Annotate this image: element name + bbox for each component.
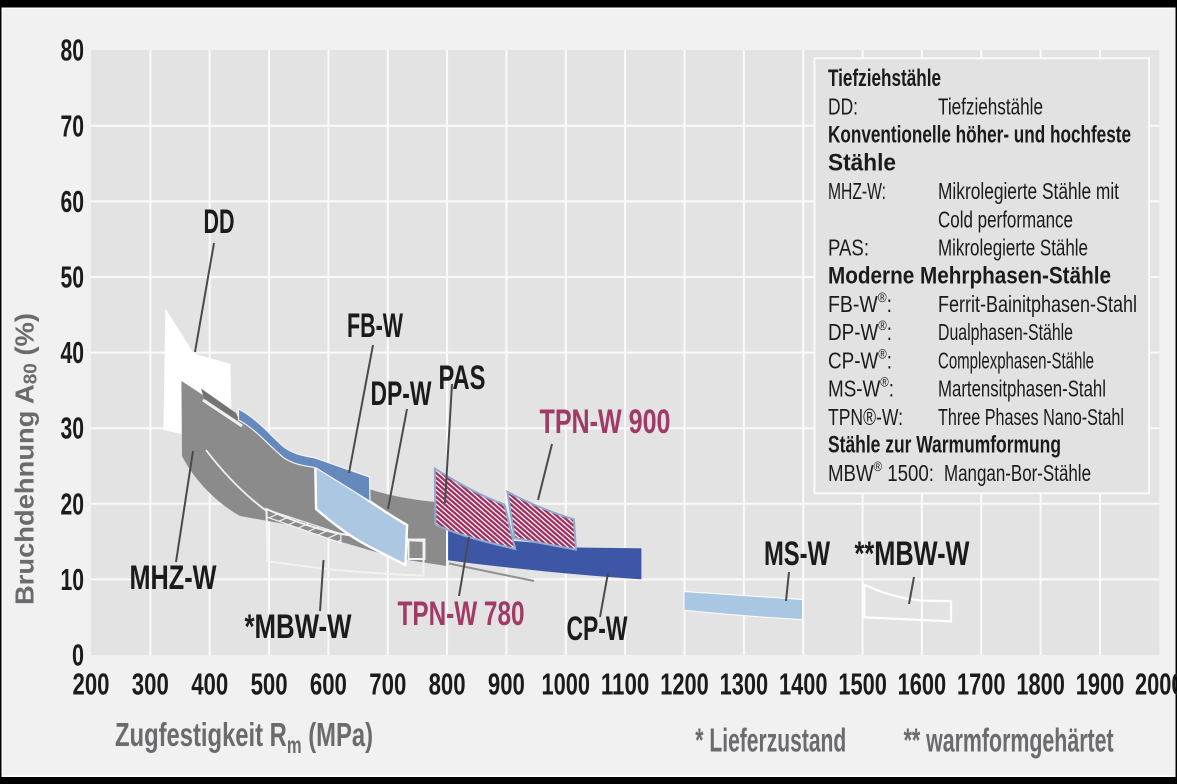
svg-text:TPN-W 900: TPN-W 900 — [540, 403, 671, 441]
svg-text:DD: DD — [204, 203, 235, 241]
svg-text:MBW® 1500:: MBW® 1500: — [828, 458, 934, 486]
svg-text:Cold performance: Cold performance — [938, 206, 1073, 232]
svg-text:FB-W: FB-W — [347, 307, 404, 345]
svg-text:1800: 1800 — [1016, 667, 1065, 702]
svg-text:MS-W: MS-W — [764, 535, 831, 573]
svg-text:40: 40 — [61, 335, 85, 370]
svg-text:Complexphasen-Stähle: Complexphasen-Stähle — [938, 347, 1094, 373]
svg-text:DP-W: DP-W — [371, 375, 433, 413]
svg-text:* Lieferzustand: * Lieferzustand — [695, 722, 846, 759]
svg-text:0: 0 — [72, 638, 84, 673]
svg-text:Tiefziehstähle: Tiefziehstähle — [938, 94, 1043, 120]
svg-text:*MBW-W: *MBW-W — [245, 608, 353, 646]
svg-text:600: 600 — [310, 667, 347, 702]
svg-text:Stähle: Stähle — [828, 150, 896, 177]
svg-text:Martensitphasen-Stahl: Martensitphasen-Stahl — [938, 376, 1106, 402]
svg-text:FB-W®:: FB-W®: — [828, 289, 892, 317]
svg-text:**MBW-W: **MBW-W — [855, 535, 971, 573]
svg-text:1900: 1900 — [1076, 667, 1125, 702]
svg-text:PAS:: PAS: — [828, 235, 869, 261]
svg-text:300: 300 — [132, 667, 169, 702]
svg-text:Stähle zur Warmumformung: Stähle zur Warmumformung — [828, 432, 1061, 459]
svg-text:Bruchdehnung A80 (%): Bruchdehnung A80 (%) — [10, 313, 41, 605]
svg-text:PAS: PAS — [439, 359, 486, 397]
svg-text:400: 400 — [191, 667, 228, 702]
svg-text:1700: 1700 — [957, 667, 1006, 702]
svg-text:TPN-W 780: TPN-W 780 — [398, 595, 525, 633]
svg-text:60: 60 — [61, 184, 85, 219]
svg-text:Ferrit-Bainitphasen-Stahl: Ferrit-Bainitphasen-Stahl — [938, 291, 1137, 317]
svg-text:Mangan-Bor-Stähle: Mangan-Bor-Stähle — [944, 460, 1091, 486]
svg-text:Zugfestigkeit Rm (MPa): Zugfestigkeit Rm (MPa) — [115, 716, 373, 758]
svg-text:1100: 1100 — [601, 667, 650, 702]
svg-text:Dualphasen-Stähle: Dualphasen-Stähle — [938, 319, 1073, 345]
svg-text:Konventionelle höher- und hoch: Konventionelle höher- und hochfeste — [828, 121, 1131, 148]
svg-text:** warmformgehärtet: ** warmformgehärtet — [904, 722, 1114, 759]
svg-text:500: 500 — [251, 667, 288, 702]
svg-text:70: 70 — [61, 108, 85, 143]
svg-text:900: 900 — [488, 667, 525, 702]
svg-text:DD:: DD: — [828, 94, 858, 120]
svg-text:2000: 2000 — [1135, 667, 1177, 702]
svg-text:Tiefziehstähle: Tiefziehstähle — [828, 65, 941, 92]
svg-text:800: 800 — [429, 667, 466, 702]
svg-text:1500: 1500 — [838, 667, 887, 702]
svg-text:Three Phases Nano-Stahl: Three Phases Nano-Stahl — [938, 404, 1124, 430]
svg-text:CP-W: CP-W — [567, 610, 629, 648]
svg-text:Mikrolegierte Stähle mit: Mikrolegierte Stähle mit — [938, 178, 1119, 204]
svg-text:700: 700 — [369, 667, 406, 702]
svg-text:MHZ-W:: MHZ-W: — [828, 178, 886, 204]
svg-text:30: 30 — [61, 411, 85, 446]
svg-text:MHZ-W: MHZ-W — [130, 559, 218, 597]
svg-text:10: 10 — [61, 562, 85, 597]
svg-text:1000: 1000 — [542, 667, 591, 702]
svg-text:1400: 1400 — [779, 667, 828, 702]
svg-text:1300: 1300 — [720, 667, 769, 702]
svg-text:80: 80 — [61, 33, 85, 68]
svg-text:20: 20 — [61, 486, 85, 521]
svg-text:1600: 1600 — [898, 667, 947, 702]
svg-text:1200: 1200 — [660, 667, 709, 702]
svg-text:50: 50 — [61, 260, 85, 295]
svg-text:Mikrolegierte Stähle: Mikrolegierte Stähle — [938, 235, 1088, 261]
svg-text:200: 200 — [73, 667, 110, 702]
svg-text:TPN®-W:: TPN®-W: — [828, 404, 903, 430]
svg-text:Moderne Mehrphasen-Stähle: Moderne Mehrphasen-Stähle — [828, 262, 1111, 289]
